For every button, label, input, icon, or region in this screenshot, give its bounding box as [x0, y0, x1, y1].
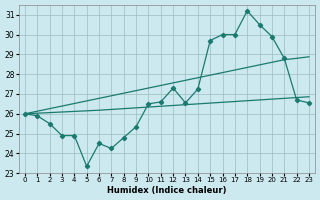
X-axis label: Humidex (Indice chaleur): Humidex (Indice chaleur): [107, 186, 227, 195]
